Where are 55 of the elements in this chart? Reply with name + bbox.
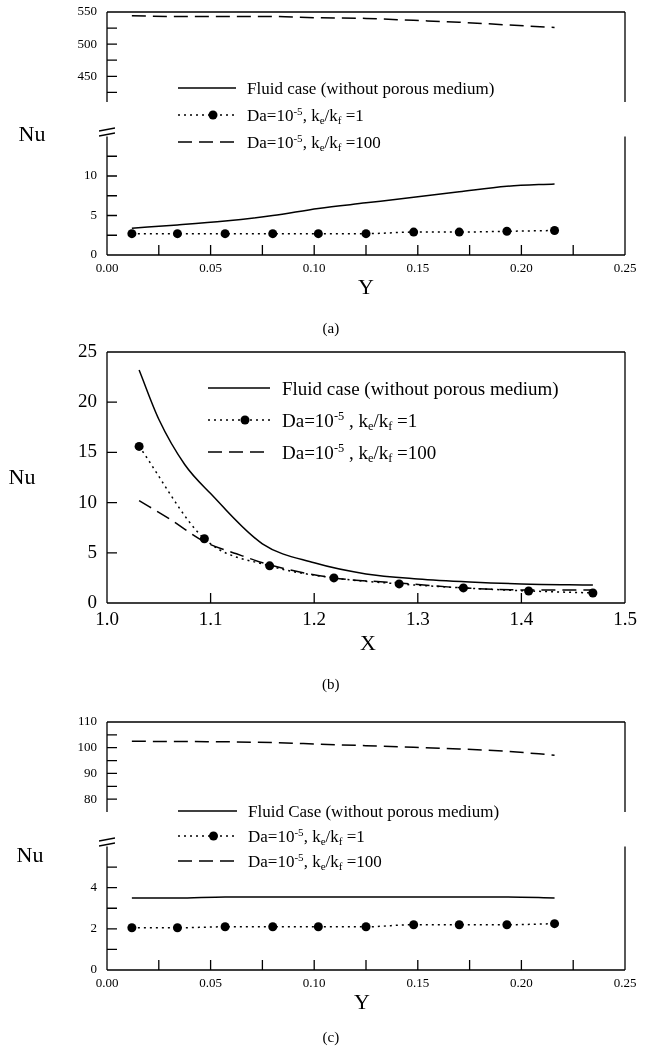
y-tick-label: 0	[90, 246, 97, 262]
x-tick-label: 0.25	[613, 260, 637, 276]
y-tick-label: 0	[87, 590, 97, 612]
x-tick-label: 0.15	[406, 975, 430, 991]
x-tick-label: 1.5	[613, 608, 637, 630]
x-tick-label: 0.10	[302, 260, 326, 276]
y-tick-label: 2	[90, 920, 97, 936]
x-tick-label: 0.10	[302, 975, 326, 991]
y-tick-label: 10	[84, 167, 97, 183]
x-tick-label: 1.4	[509, 608, 534, 630]
y-tick-label: 100	[77, 739, 97, 755]
x-tick-label: 1.1	[198, 608, 223, 630]
y-tick-label: 550	[77, 3, 97, 19]
y-tick-label: 110	[77, 713, 97, 729]
y-axis-title: Nu	[8, 464, 36, 489]
text: (c)	[322, 1028, 340, 1045]
legend-label: Da=10$^{-5}$ , k$_{e}$/k$_{f}$ =100	[282, 440, 437, 465]
x-tick-label: 0.20	[510, 260, 533, 276]
legend-label: Da=10$^{-5}$, k$_{e}$/k$_{f}$ =1	[248, 825, 365, 847]
x-tick-label: 0.20	[510, 975, 533, 991]
x-tick-label: 0.00	[95, 975, 119, 991]
text: (b)	[322, 675, 340, 692]
legend-label: Da=10$^{-5}$, k$_{e}$/k$_{f}$ =100	[247, 131, 381, 153]
y-tick-label: 500	[77, 35, 97, 51]
x-tick-label: 1.2	[302, 608, 327, 630]
x-tick-label: 0.00	[95, 260, 119, 276]
y-tick-label: 15	[78, 440, 97, 462]
x-tick-label: 0.15	[406, 260, 430, 276]
legend-label: Da=10$^{-5}$, k$_{e}$/k$_{f}$ =1	[247, 104, 364, 126]
x-tick-label: 0.05	[199, 975, 222, 991]
y-axis-title: Nu	[18, 121, 46, 146]
x-tick-label: 0.05	[199, 260, 222, 276]
y-axis-title: Nu	[16, 842, 44, 867]
text: (a)	[322, 319, 340, 336]
x-tick-label: 1.0	[95, 608, 119, 630]
y-tick-label: 80	[84, 790, 97, 806]
y-tick-label: 90	[84, 764, 97, 780]
y-tick-label: 0	[90, 961, 97, 977]
legend-label: Fluid Case (without porous medium)	[248, 801, 500, 821]
y-tick-label: 25	[78, 339, 97, 361]
y-tick-label: 10	[78, 490, 97, 512]
legend-label: Fluid case (without porous medium)	[247, 78, 495, 98]
x-axis-title: X	[360, 630, 376, 655]
x-tick-label: 0.25	[613, 975, 637, 991]
y-tick-label: 5	[87, 540, 97, 562]
legend-label: Da=10$^{-5}$ , k$_{e}$/k$_{f}$ =1	[282, 408, 418, 433]
y-tick-label: 5	[90, 206, 97, 222]
legend-label: Da=10$^{-5}$, k$_{e}$/k$_{f}$ =100	[248, 850, 382, 872]
y-tick-label: 20	[78, 390, 97, 412]
y-tick-label: 450	[77, 67, 97, 83]
y-tick-label: 4	[90, 879, 98, 895]
x-axis-title: Y	[354, 989, 370, 1014]
x-tick-label: 1.3	[405, 608, 430, 630]
legend-label: Fluid case (without porous medium)	[282, 377, 559, 399]
x-axis-title: Y	[358, 274, 374, 299]
